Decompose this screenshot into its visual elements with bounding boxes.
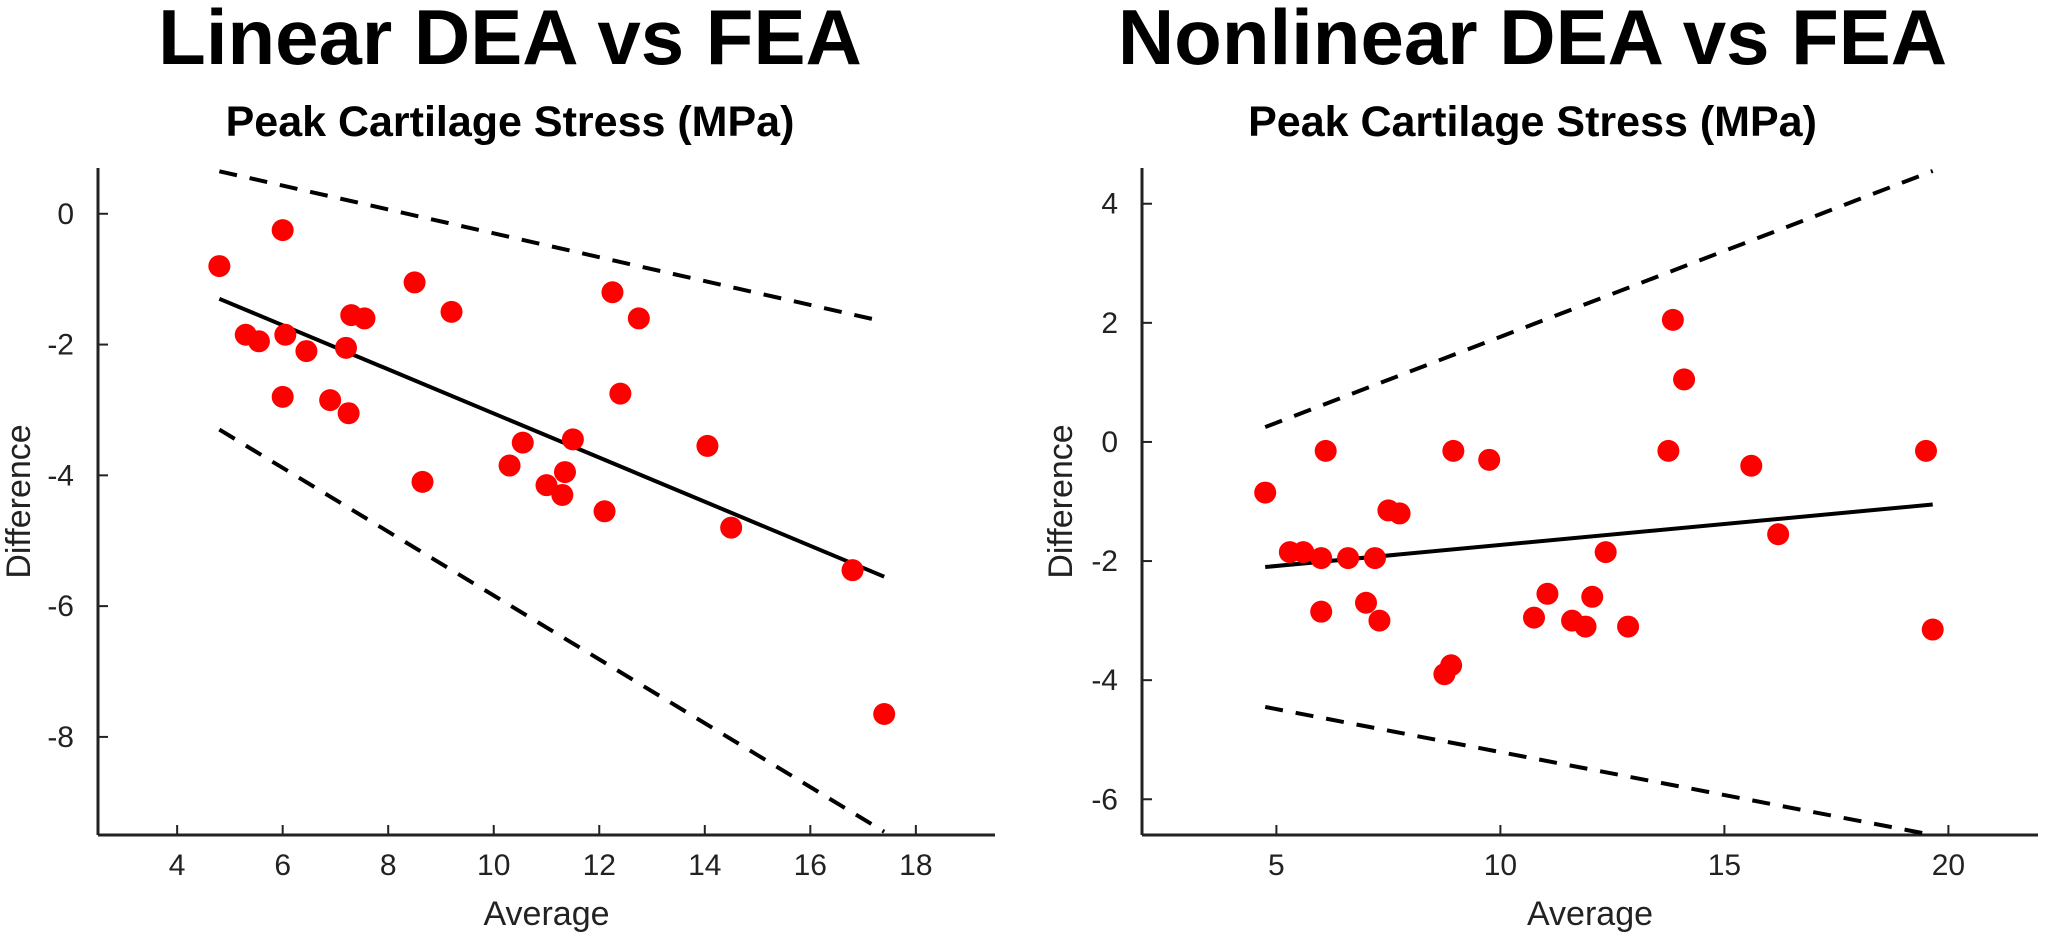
data-point [1478,448,1501,471]
y-tick-label: 0 [1101,426,1118,459]
regression-line [218,296,885,579]
y-tick-label: -2 [47,329,74,362]
data-point [511,431,534,454]
x-tick-label: 8 [380,849,397,882]
x-tick-label: 20 [1932,849,1965,882]
linear-scatter-plot: 4 6 8 10 12 14 16 18 0 -2 -4 -6 -8 Average Difference [0,168,995,933]
data-point [1661,308,1684,331]
x-tick-label: 18 [899,849,932,882]
data-point [593,500,616,523]
upper-limit-line [218,169,885,324]
data-point [553,461,576,484]
x-tick-label: 14 [688,849,721,882]
data-point [271,385,294,408]
chart-title: Linear DEA vs FEA [158,0,862,81]
x-tick-label: 15 [1708,849,1741,882]
data-point [1388,502,1411,525]
x-tick-label: 4 [169,849,186,882]
data-point [1337,547,1360,570]
data-point [440,300,463,323]
data-point [1523,606,1545,629]
data-point [274,323,297,346]
data-point [1594,541,1617,564]
data-point [353,307,376,330]
y-axis-label: Difference [0,424,38,578]
data-point [337,402,360,425]
data-point [319,389,342,412]
data-point [1915,439,1937,462]
data-point [1363,547,1386,570]
lower-limit-line [1264,704,1934,837]
data-point [1767,523,1790,546]
chart-title: Nonlinear DEA vs FEA [1117,0,1948,81]
data-point [1310,547,1333,570]
data-point [498,454,521,477]
data-point [1440,654,1463,677]
data-point [1355,591,1377,614]
data-point [841,559,864,582]
data-point [208,255,231,278]
data-point [1536,582,1559,605]
y-tick-label: 4 [1101,188,1118,221]
data-point [1442,439,1465,462]
data-point [403,271,426,294]
data-point [1740,454,1763,477]
data-point [1314,439,1337,462]
data-point [1254,481,1277,504]
y-tick-label: 0 [57,198,74,231]
data-point [535,474,558,497]
data-point [1921,618,1944,641]
x-tick-label: 16 [794,849,827,882]
data-point [1292,541,1315,564]
chart-linear-panel: Linear DEA vs FEA Peak Cartilage Stress … [0,0,1020,947]
data-point [1574,615,1597,638]
data-point [334,336,357,359]
upper-limit-line [1264,169,1934,429]
data-point [601,281,624,304]
data-point [720,516,743,539]
y-tick-label: -4 [47,459,74,492]
x-tick-label: 10 [477,849,510,882]
y-tick-label: -6 [47,590,74,623]
x-tick-label: 6 [274,849,291,882]
x-tick-label: 5 [1268,849,1285,882]
data-point [873,703,896,726]
data-point [1657,439,1680,462]
data-point [551,483,574,506]
y-tick-label: 2 [1101,307,1118,340]
data-point [1368,609,1391,632]
data-point [1310,600,1333,623]
y-tick-label: -4 [1091,664,1118,697]
x-tick-label: 12 [583,849,616,882]
data-point [627,307,650,330]
x-tick-label: 10 [1484,849,1517,882]
chart-subtitle: Peak Cartilage Stress (MPa) [225,98,795,146]
data-point [411,470,434,493]
y-tick-label: -2 [1091,545,1118,578]
y-tick-label: -8 [47,721,74,754]
chart-nonlinear-panel: Nonlinear DEA vs FEA Peak Cartilage Stre… [1020,0,2045,947]
data-point [1581,585,1604,608]
data-point [271,219,294,242]
y-axis-label: Difference [1042,424,1080,578]
data-point [247,330,270,353]
data-point [561,428,584,451]
x-axis-label: Average [483,895,609,933]
data-point [696,434,719,457]
chart-subtitle: Peak Cartilage Stress (MPa) [1248,98,1817,146]
lower-limit-line [218,427,886,834]
y-tick-label: -6 [1091,783,1118,816]
data-point [1673,368,1696,391]
data-point [1617,615,1640,638]
x-axis-label: Average [1527,895,1653,933]
data-point [609,382,632,405]
data-point [295,340,318,363]
